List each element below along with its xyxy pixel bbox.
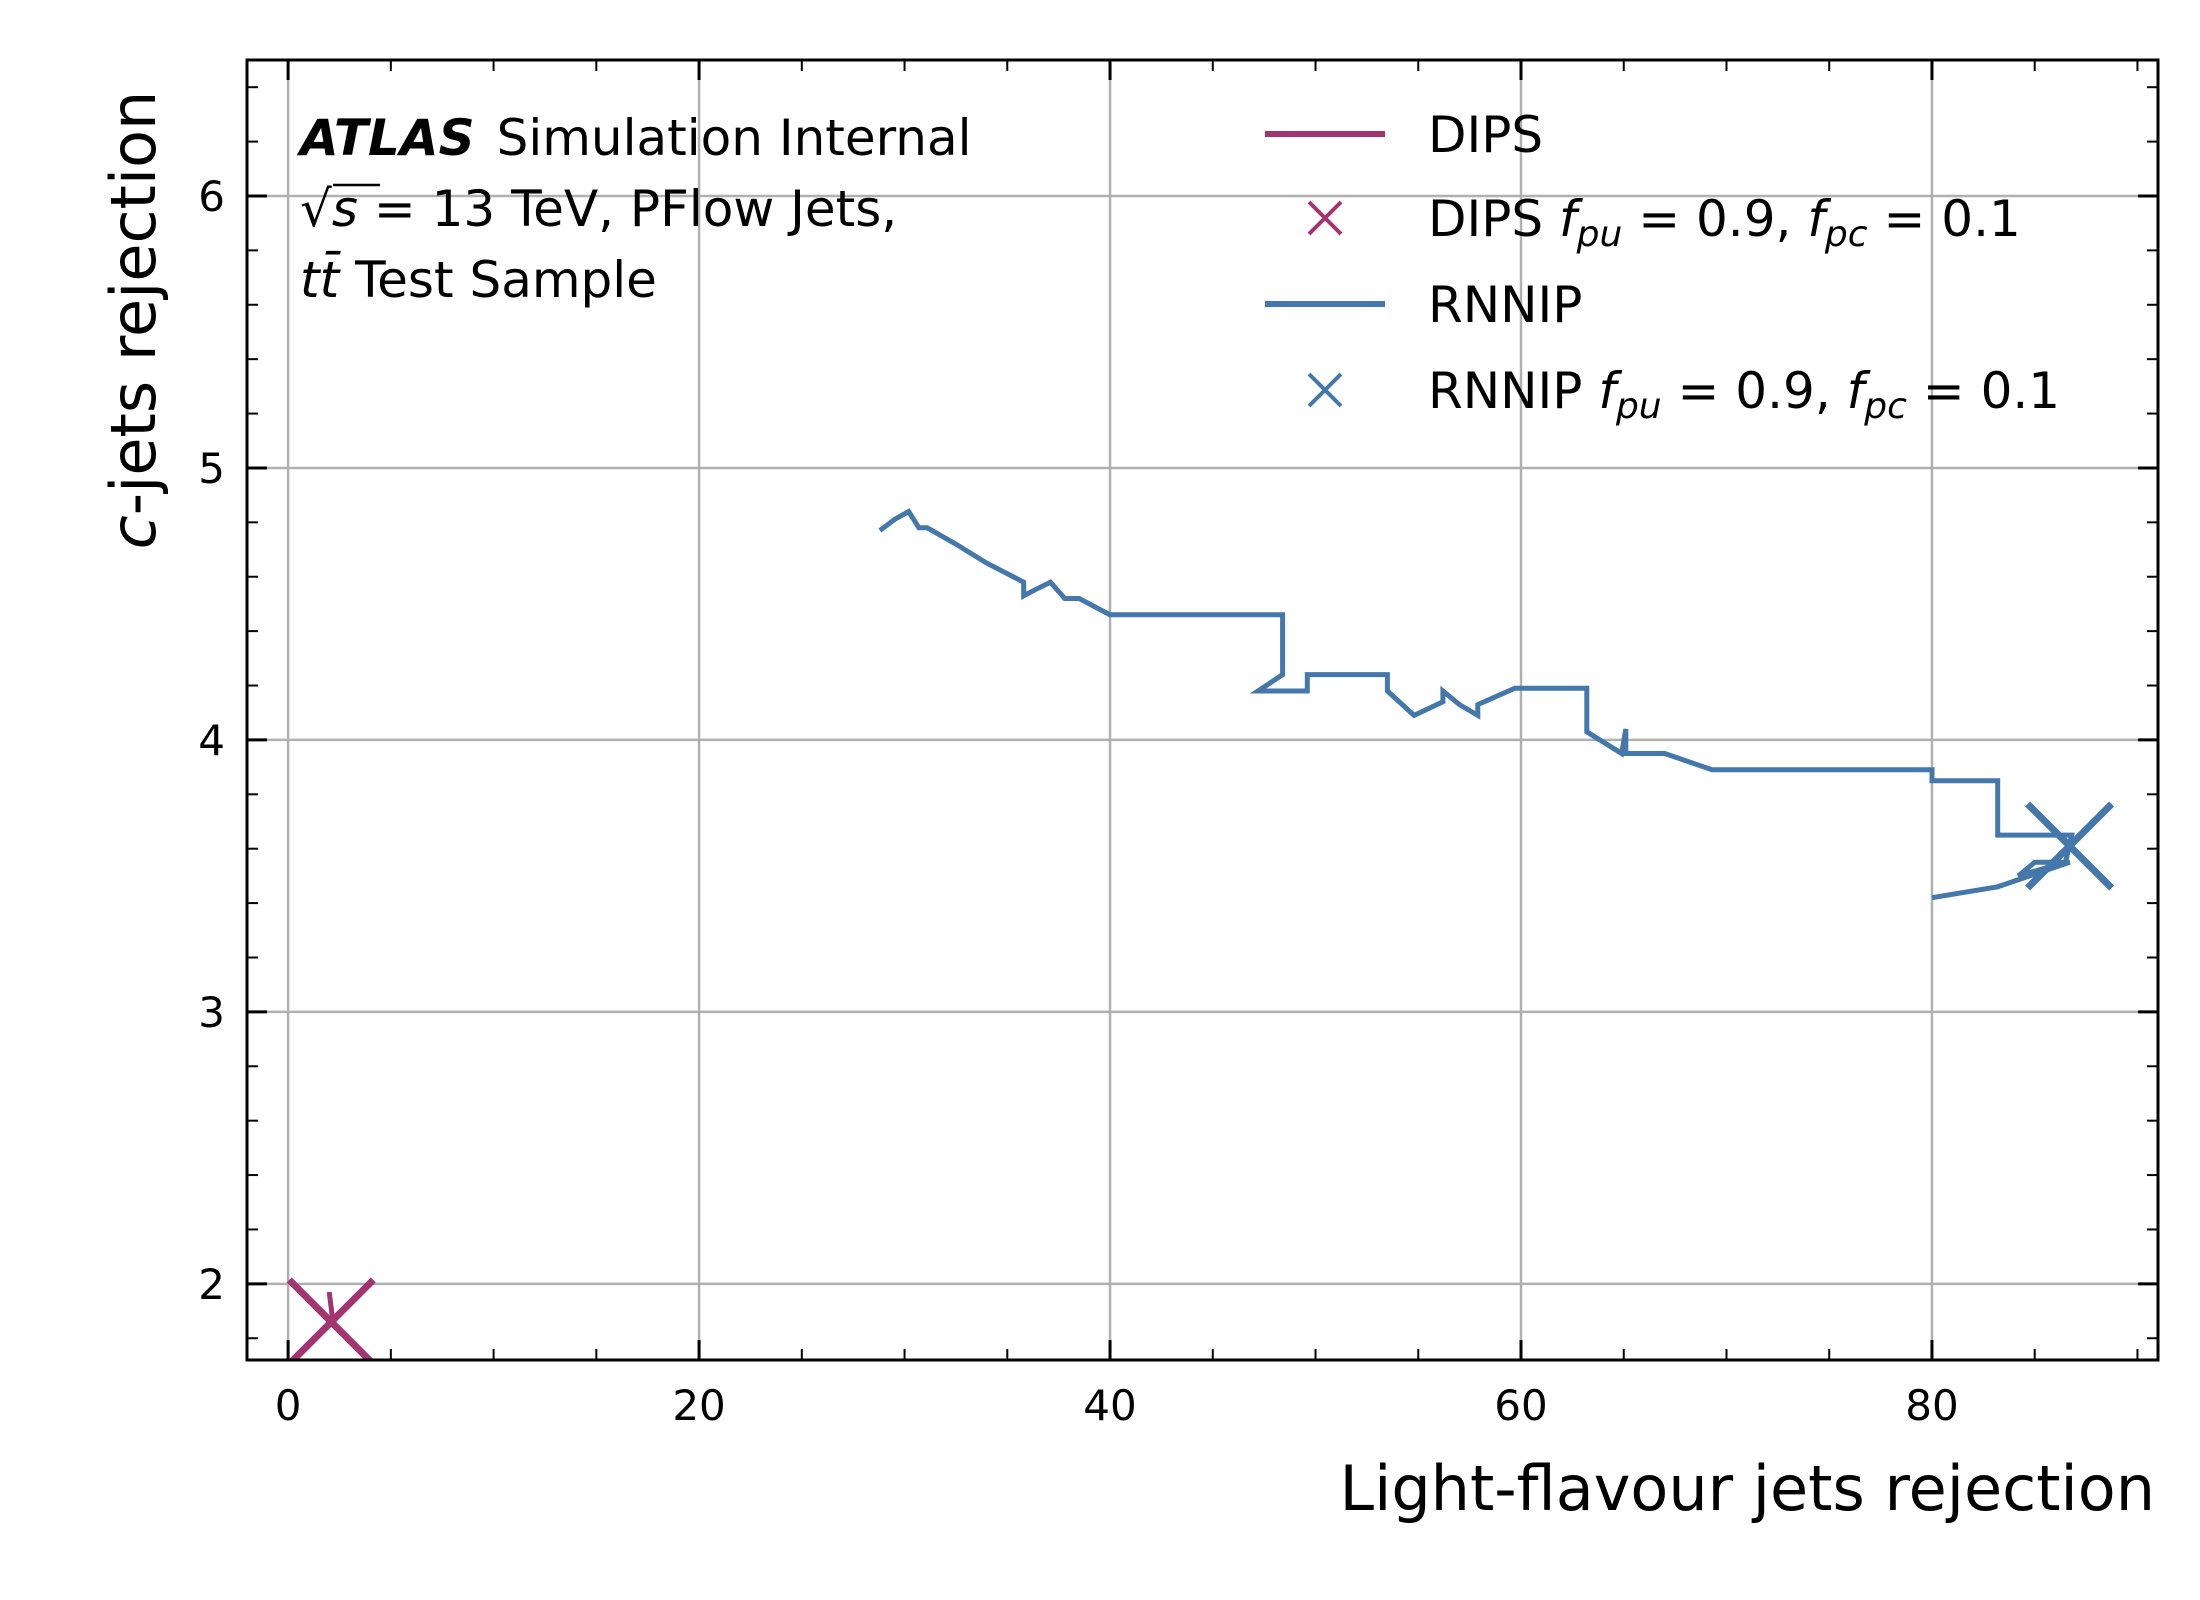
sample-rest: Test Sample [339,251,657,309]
legend-marker-dips-fpu [1307,200,1343,236]
plot-frame [245,58,2160,1362]
y-tick-label: 2 [198,1260,225,1309]
grid [247,60,2158,1360]
legend: DIPS DIPS fpu = 0.9, fpc = 0.1 RNNIP RNN… [1265,106,2060,427]
y-axis-title-rest: -jets rejection [97,91,170,516]
legend-entry-rnnip: RNNIP [1265,276,1582,334]
series-marker-1 [286,1277,376,1360]
y-axis-title-italic: c [97,515,170,549]
x-tick-label: 60 [1494,1381,1547,1430]
y-tick-label: 3 [198,988,225,1037]
y-tick-label: 4 [198,716,225,765]
legend-dips-fpu-sub2: pc [1824,214,1868,255]
legend-label-rnnip-fpu: RNNIP fpu = 0.9, fpc = 0.1 [1428,362,2060,427]
atlas-label-bold: ATLAS [296,109,475,167]
legend-label-dips: DIPS [1428,106,1543,164]
marker-stroke [288,1277,376,1360]
tick-labels: 0 20 40 60 80 2 3 4 5 6 [198,172,1958,1430]
x-tick-label: 0 [275,1381,302,1430]
legend-rnnip-fpu-main: RNNIP [1428,362,1598,420]
atlas-label: ATLAS Simulation Internal [296,109,972,167]
legend-dips-fpu-sub1: pu [1576,214,1623,255]
legend-dips-fpu-main: DIPS [1428,190,1559,248]
sample-label: tt̄ Test Sample [300,250,657,309]
legend-entry-dips: DIPS [1265,106,1543,164]
legend-rnnip-fpu-end: = 0.1 [1907,362,2060,420]
legend-marker-rnnip-fpu [1307,372,1343,408]
legend-dips-fpu-mid: = 0.9, [1622,190,1807,248]
legend-rnnip-fpu-mid: = 0.9, [1662,362,1847,420]
energy-text: = 13 TeV, PFlow Jets, [358,180,897,238]
series-line-2 [878,508,2075,901]
x-tick-label: 20 [672,1381,725,1430]
y-tick-label: 5 [198,444,225,493]
axis-ticks [247,60,2158,1360]
atlas-label-rest: Simulation Internal [497,109,972,167]
series-marker-3 [2025,801,2115,891]
plot-data [286,508,2115,1360]
legend-rnnip-fpu-sub2: pc [1863,386,1907,427]
legend-rnnip-fpu-sub1: pu [1615,386,1662,427]
legend-entry-rnnip-fpu: RNNIP fpu = 0.9, fpc = 0.1 [1307,362,2060,427]
marker-stroke [2025,801,2115,891]
legend-label-rnnip: RNNIP [1428,276,1582,334]
x-tick-label: 40 [1083,1381,1136,1430]
x-tick-label: 80 [1905,1381,1958,1430]
energy-label: √s = 13 TeV, PFlow Jets, [300,180,897,238]
x-axis-title: Light-flavour jets rejection [1340,1452,2155,1525]
sqrt-symbol: √ [300,180,332,238]
legend-entry-dips-fpu: DIPS fpu = 0.9, fpc = 0.1 [1307,190,2021,255]
legend-dips-fpu-end: = 0.1 [1868,190,2021,248]
sqrt-s: s [332,180,358,238]
sample-tt: tt̄ [300,250,342,309]
y-tick-label: 6 [198,172,225,221]
legend-label-dips-fpu: DIPS fpu = 0.9, fpc = 0.1 [1428,190,2021,255]
y-axis-title: c-jets rejection [97,91,170,550]
